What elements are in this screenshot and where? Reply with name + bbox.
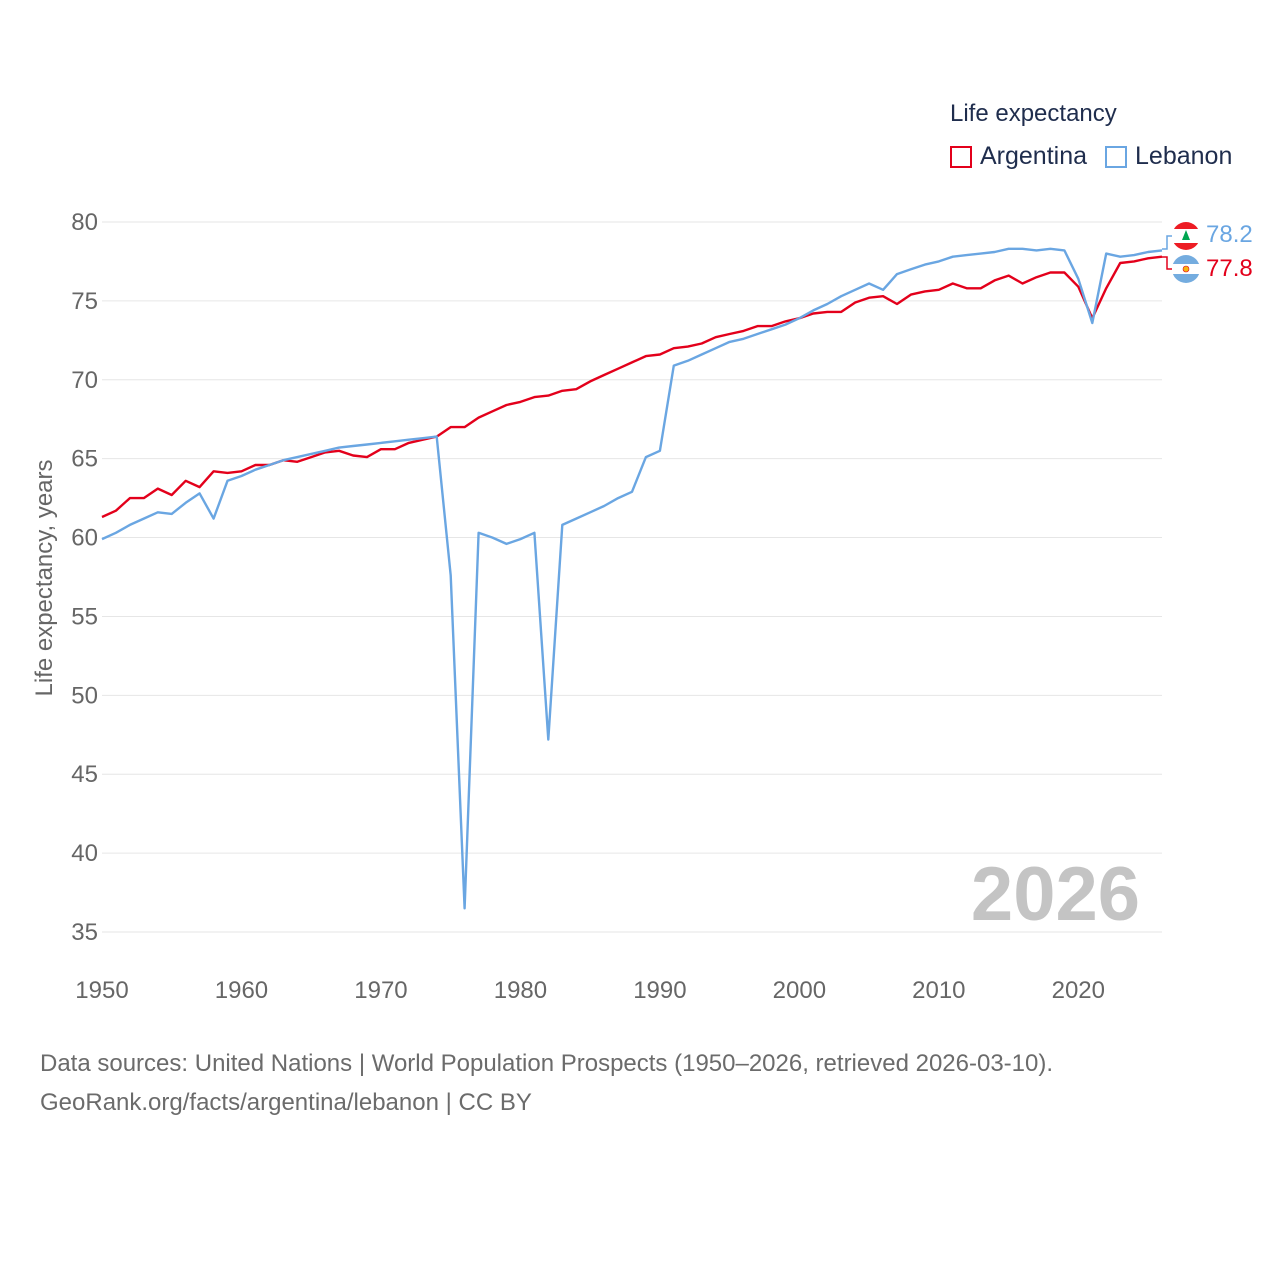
lebanon-swatch — [1105, 145, 1128, 168]
x-tick-label: 1960 — [215, 977, 268, 1004]
legend-title: Life expectancy — [950, 100, 1117, 127]
y-tick-label: 75 — [71, 288, 98, 315]
grid — [102, 221, 1162, 933]
year-watermark: 2026 — [971, 852, 1140, 937]
y-tick-label: 35 — [71, 919, 98, 946]
source-note: Data sources: United Nations | World Pop… — [40, 1044, 1053, 1122]
legend: Argentina Lebanon — [950, 142, 1250, 171]
x-tick-label: 2000 — [773, 977, 826, 1004]
y-axis-ticks: 35 40 45 50 55 60 65 70 75 80 — [71, 209, 98, 946]
x-tick-label: 2010 — [912, 977, 965, 1004]
argentina-swatch — [950, 145, 972, 168]
y-tick-label: 40 — [71, 840, 98, 867]
x-axis-ticks: 1950 1960 1970 1980 1990 2000 2010 2020 — [75, 977, 1105, 1004]
argentina-flag-icon — [1172, 255, 1200, 283]
x-tick-label: 2020 — [1052, 977, 1105, 1004]
legend-label-lebanon: Lebanon — [1135, 142, 1233, 170]
lebanon-flag-icon — [1172, 222, 1200, 250]
y-tick-label: 55 — [71, 603, 98, 630]
x-tick-label: 1970 — [354, 977, 407, 1004]
x-tick-label: 1990 — [633, 977, 686, 1004]
y-tick-label: 60 — [71, 525, 98, 552]
y-tick-label: 65 — [71, 446, 98, 473]
legend-label-argentina: Argentina — [980, 142, 1088, 170]
legend-item-lebanon[interactable]: Lebanon — [1105, 142, 1232, 171]
y-tick-label: 45 — [71, 761, 98, 788]
series-lines — [101, 247, 1163, 910]
legend-item-argentina[interactable]: Argentina — [950, 142, 1087, 171]
argentina-end-value: 77.8 — [1206, 255, 1253, 282]
series-line-lebanon — [101, 247, 1163, 910]
source-line-1: Data sources: United Nations | World Pop… — [40, 1050, 1054, 1077]
argentina-end-connector — [1162, 256, 1172, 270]
y-axis-label: Life expectancy, years — [31, 459, 58, 696]
y-tick-label: 80 — [71, 209, 98, 236]
source-line-2: GeoRank.org/facts/argentina/lebanon | CC… — [40, 1089, 532, 1116]
y-tick-label: 50 — [71, 682, 98, 709]
end-markers: 78.2 77.8 — [1162, 221, 1253, 283]
x-tick-label: 1950 — [75, 977, 128, 1004]
lebanon-end-connector — [1162, 235, 1172, 250]
series-line-argentina — [101, 255, 1163, 519]
lebanon-end-value: 78.2 — [1206, 221, 1253, 248]
x-tick-label: 1980 — [494, 977, 547, 1004]
y-tick-label: 70 — [71, 367, 98, 394]
